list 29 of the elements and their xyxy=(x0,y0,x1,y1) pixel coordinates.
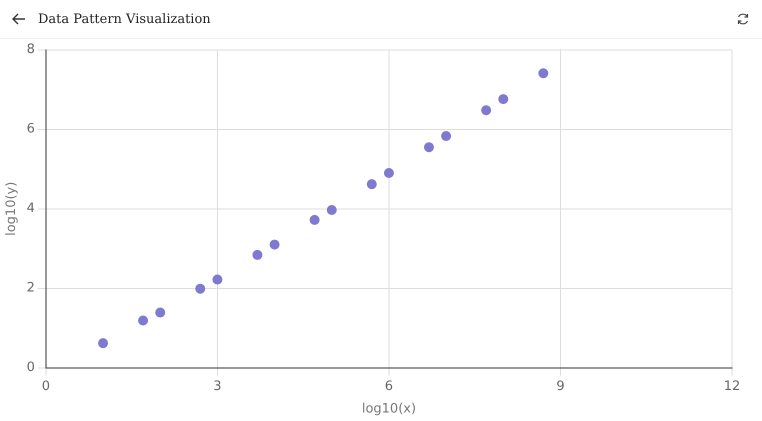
point xyxy=(212,274,222,285)
point xyxy=(384,168,394,178)
y-tick-label: 8 xyxy=(26,42,35,58)
chart-title: Data Pattern Visualization xyxy=(38,12,212,26)
point xyxy=(441,131,452,142)
y-tick-label: 2 xyxy=(26,280,35,296)
point xyxy=(366,179,377,190)
y-tick-label: 0 xyxy=(26,360,35,376)
point xyxy=(195,284,206,294)
x-tick-label: 6 xyxy=(384,378,394,394)
point xyxy=(481,105,492,116)
x-tick-label: 0 xyxy=(42,378,50,394)
point xyxy=(270,240,280,250)
y-tick-label: 6 xyxy=(26,122,35,137)
point xyxy=(98,338,108,348)
x-tick-label: 9 xyxy=(556,378,565,394)
point xyxy=(424,142,434,152)
x-tick-label: 3 xyxy=(213,378,222,394)
point xyxy=(498,94,508,104)
point xyxy=(326,204,337,215)
y-tick-label: 4 xyxy=(26,201,35,216)
point xyxy=(138,316,148,326)
point xyxy=(538,68,548,78)
point xyxy=(155,308,166,318)
y-axis-title: log10(y) xyxy=(4,182,20,236)
point xyxy=(310,214,320,225)
x-axis-title: log10(x) xyxy=(362,402,416,417)
point xyxy=(252,250,262,260)
x-tick-label: 12 xyxy=(724,378,740,394)
